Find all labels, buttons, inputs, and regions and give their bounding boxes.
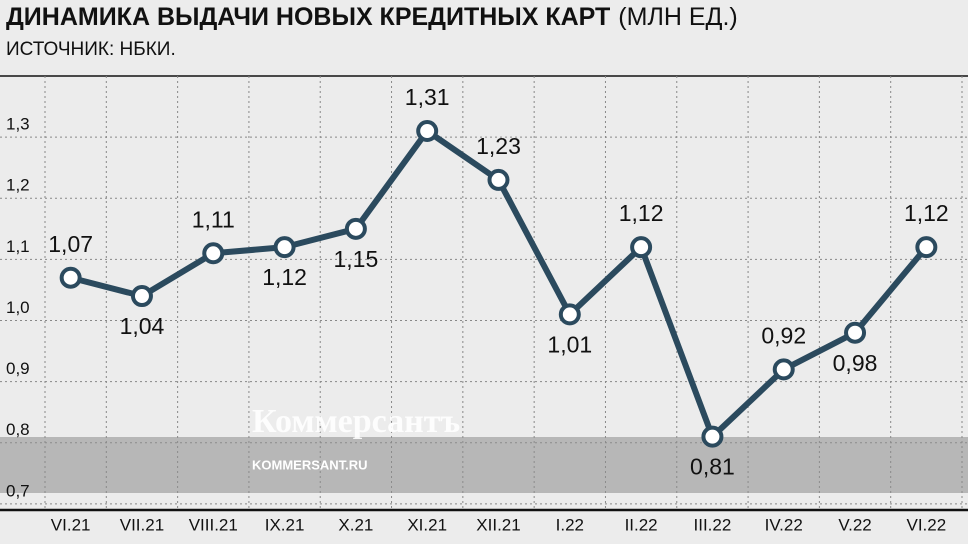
data-label: 1,01 bbox=[547, 331, 592, 357]
point bbox=[59, 266, 82, 289]
x-tick-label: VIII.21 bbox=[189, 515, 238, 534]
data-label: 1,23 bbox=[476, 133, 521, 159]
data-label: 1,04 bbox=[120, 313, 165, 339]
data-label: 1,15 bbox=[334, 246, 379, 272]
data-label: 1,31 bbox=[405, 84, 450, 110]
x-tick-label: VII.21 bbox=[120, 515, 164, 534]
point bbox=[558, 303, 581, 326]
data-label: 0,92 bbox=[761, 322, 806, 348]
y-tick-label: 1,1 bbox=[6, 237, 30, 256]
x-tick-label: XII.21 bbox=[476, 515, 520, 534]
data-label: 0,81 bbox=[690, 454, 735, 480]
point bbox=[344, 217, 367, 240]
data-label: 0,98 bbox=[833, 350, 878, 376]
point bbox=[487, 168, 510, 191]
x-tick-label: IV.22 bbox=[765, 515, 803, 534]
watermark-site: KOMMERSANT.RU bbox=[252, 457, 368, 472]
subtitle: ИСТОЧНИК: НБКИ. bbox=[6, 39, 176, 60]
point bbox=[202, 242, 225, 265]
chart-title: ДИНАМИКА ВЫДАЧИ НОВЫХ КРЕДИТНЫХ КАРТ (МЛН… bbox=[6, 3, 738, 31]
x-tick-label: X.21 bbox=[338, 515, 373, 534]
data-label: 1,11 bbox=[192, 206, 235, 232]
point bbox=[130, 285, 153, 308]
x-tick-label: III.22 bbox=[694, 515, 732, 534]
data-label: 1,12 bbox=[619, 200, 664, 226]
x-tick-label: V.22 bbox=[838, 515, 871, 534]
point bbox=[915, 236, 938, 259]
data-label: 1,12 bbox=[262, 264, 307, 290]
point bbox=[701, 425, 724, 448]
point bbox=[772, 358, 795, 381]
y-tick-label: 1,2 bbox=[6, 176, 30, 195]
y-tick-label: 1,0 bbox=[6, 298, 30, 317]
y-tick-label: 0,7 bbox=[6, 481, 30, 500]
x-tick-label: VI.21 bbox=[51, 515, 91, 534]
point bbox=[844, 321, 867, 344]
data-label: 1,12 bbox=[904, 200, 949, 226]
point bbox=[416, 120, 439, 143]
point bbox=[630, 236, 653, 259]
x-tick-label: I.22 bbox=[556, 515, 584, 534]
y-tick-label: 0,8 bbox=[6, 420, 30, 439]
y-tick-label: 1,3 bbox=[6, 115, 30, 134]
x-tick-label: II.22 bbox=[625, 515, 658, 534]
x-tick-label: VI.22 bbox=[906, 515, 946, 534]
point bbox=[273, 236, 296, 259]
watermark-brand: Коммерсантъ bbox=[252, 403, 460, 440]
title-unit: (МЛН ЕД.) bbox=[618, 3, 737, 31]
data-label: 1,07 bbox=[48, 231, 93, 257]
title-main: ДИНАМИКА ВЫДАЧИ НОВЫХ КРЕДИТНЫХ КАРТ bbox=[6, 3, 610, 31]
watermark-band bbox=[0, 437, 968, 493]
x-tick-label: XI.21 bbox=[407, 515, 447, 534]
x-tick-label: IX.21 bbox=[265, 515, 305, 534]
y-tick-label: 0,9 bbox=[6, 359, 30, 378]
